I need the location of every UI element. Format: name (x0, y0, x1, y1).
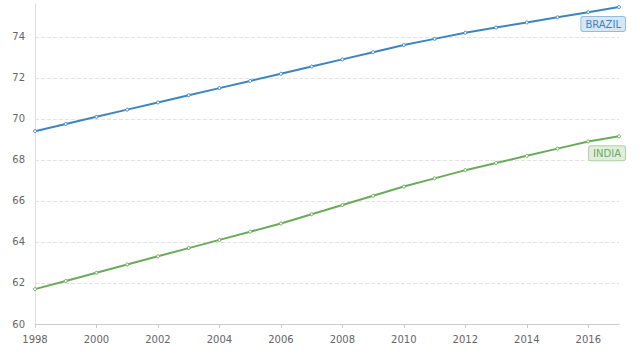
svg-text:2014: 2014 (514, 334, 539, 345)
svg-text:2004: 2004 (207, 334, 232, 345)
svg-text:70: 70 (12, 113, 25, 124)
svg-text:2002: 2002 (145, 334, 170, 345)
svg-text:2008: 2008 (330, 334, 355, 345)
svg-text:66: 66 (12, 195, 25, 206)
svg-text:72: 72 (12, 72, 25, 83)
svg-text:1998: 1998 (22, 334, 47, 345)
svg-text:2010: 2010 (391, 334, 416, 345)
svg-text:60: 60 (12, 319, 25, 330)
svg-text:2012: 2012 (453, 334, 478, 345)
svg-text:INDIA: INDIA (593, 148, 621, 159)
svg-text:74: 74 (12, 31, 25, 42)
svg-text:62: 62 (12, 277, 25, 288)
svg-text:64: 64 (12, 236, 25, 247)
svg-text:BRAZIL: BRAZIL (585, 19, 621, 30)
svg-text:2016: 2016 (576, 334, 601, 345)
svg-text:2000: 2000 (84, 334, 109, 345)
svg-text:2006: 2006 (268, 334, 293, 345)
svg-text:68: 68 (12, 154, 25, 165)
